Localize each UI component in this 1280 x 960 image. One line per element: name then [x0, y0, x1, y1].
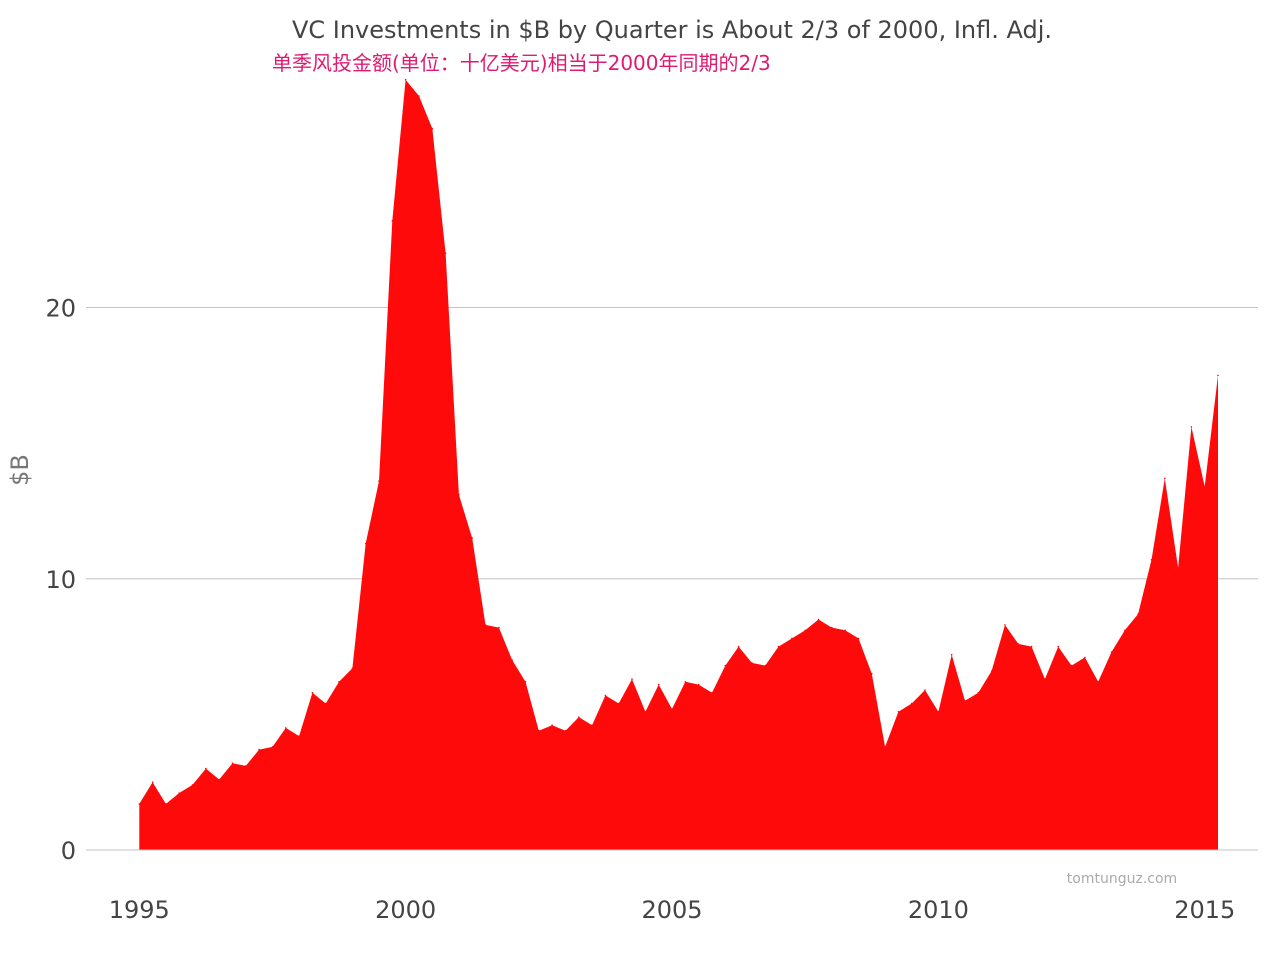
data-point	[578, 716, 580, 718]
data-point	[218, 778, 220, 781]
data-point	[324, 702, 327, 705]
data-point	[1070, 664, 1073, 667]
y-tick-label: 20	[45, 295, 76, 323]
data-point	[657, 683, 660, 686]
data-point	[977, 691, 980, 694]
data-point	[231, 762, 234, 764]
data-point	[591, 724, 593, 726]
chart-subtitle: 单季风投金额(单位：十亿美元)相当于2000年同期的2/3	[272, 51, 771, 75]
data-point	[1164, 477, 1166, 480]
data-point	[631, 678, 633, 680]
data-point	[271, 746, 274, 748]
data-point	[191, 784, 194, 786]
data-point	[1203, 485, 1206, 488]
data-point	[378, 480, 380, 482]
data-point	[245, 765, 247, 767]
data-point	[871, 672, 873, 675]
data-point	[1004, 624, 1006, 626]
x-tick-label: 2005	[641, 896, 702, 924]
data-point	[564, 729, 567, 732]
data-point	[484, 624, 487, 626]
data-point	[524, 681, 527, 683]
area-series-0	[139, 79, 1218, 850]
data-point	[1190, 426, 1193, 428]
data-point	[937, 710, 940, 713]
data-point	[751, 662, 753, 664]
y-tick-label: 0	[61, 837, 76, 865]
watermark: tomtunguz.com	[1067, 871, 1177, 887]
data-point	[950, 653, 953, 656]
data-point	[1124, 629, 1126, 632]
x-tick-label: 1995	[109, 896, 170, 924]
data-point	[964, 700, 966, 702]
data-point	[458, 493, 460, 496]
data-point	[897, 710, 900, 713]
data-point	[697, 683, 700, 686]
x-axis: 1995 2000 2005 2010 2015	[109, 896, 1236, 924]
data-point	[444, 252, 447, 255]
data-point	[1150, 559, 1153, 561]
data-point	[471, 537, 474, 539]
data-point	[684, 681, 687, 683]
data-point	[138, 803, 141, 805]
data-point	[258, 748, 260, 751]
y-axis-label: $B	[6, 454, 34, 486]
data-point	[1137, 613, 1139, 615]
data-point	[617, 702, 620, 705]
data-point	[844, 629, 846, 632]
data-point	[338, 681, 340, 683]
chart-title: VC Investments in $B by Quarter is About…	[292, 16, 1052, 44]
data-point	[910, 702, 913, 705]
data-point	[1084, 656, 1086, 659]
data-point	[1110, 651, 1113, 653]
x-tick-label: 2015	[1174, 896, 1235, 924]
data-point	[1057, 645, 1059, 648]
data-point	[298, 735, 300, 737]
data-point	[764, 664, 766, 667]
data-point	[884, 746, 886, 748]
data-point	[165, 803, 167, 805]
data-point	[364, 542, 367, 545]
data-point	[817, 618, 820, 621]
data-point	[671, 708, 673, 710]
data-point	[1217, 374, 1219, 377]
y-tick-label: 10	[45, 566, 76, 594]
data-point	[924, 689, 926, 691]
data-point	[538, 729, 540, 732]
data-point	[418, 95, 420, 97]
data-point	[511, 659, 513, 661]
data-point	[351, 667, 354, 670]
data-point	[791, 637, 793, 640]
data-point	[711, 691, 713, 694]
data-point	[777, 645, 780, 648]
data-point	[1177, 567, 1179, 569]
data-point	[1017, 643, 1020, 645]
data-point	[178, 792, 180, 794]
data-point	[404, 78, 407, 81]
x-tick-label: 2000	[375, 896, 436, 924]
data-point	[551, 724, 553, 726]
data-point	[990, 670, 993, 672]
data-point	[498, 626, 500, 629]
data-point	[831, 626, 833, 629]
data-point	[151, 781, 154, 783]
data-point	[737, 645, 740, 648]
data-point	[431, 127, 434, 130]
data-point	[205, 767, 207, 770]
data-point	[311, 691, 314, 694]
data-point	[1044, 678, 1046, 680]
data-point	[604, 694, 607, 697]
data-point	[1030, 645, 1033, 648]
data-point	[285, 727, 287, 729]
x-tick-label: 2010	[908, 896, 969, 924]
plot-area	[86, 78, 1258, 851]
data-point	[644, 710, 647, 713]
data-point	[724, 664, 727, 667]
data-point	[1097, 681, 1099, 683]
data-point	[804, 629, 806, 632]
data-point	[391, 220, 394, 222]
data-point	[857, 637, 860, 640]
y-axis: 0 10 20	[45, 295, 76, 865]
